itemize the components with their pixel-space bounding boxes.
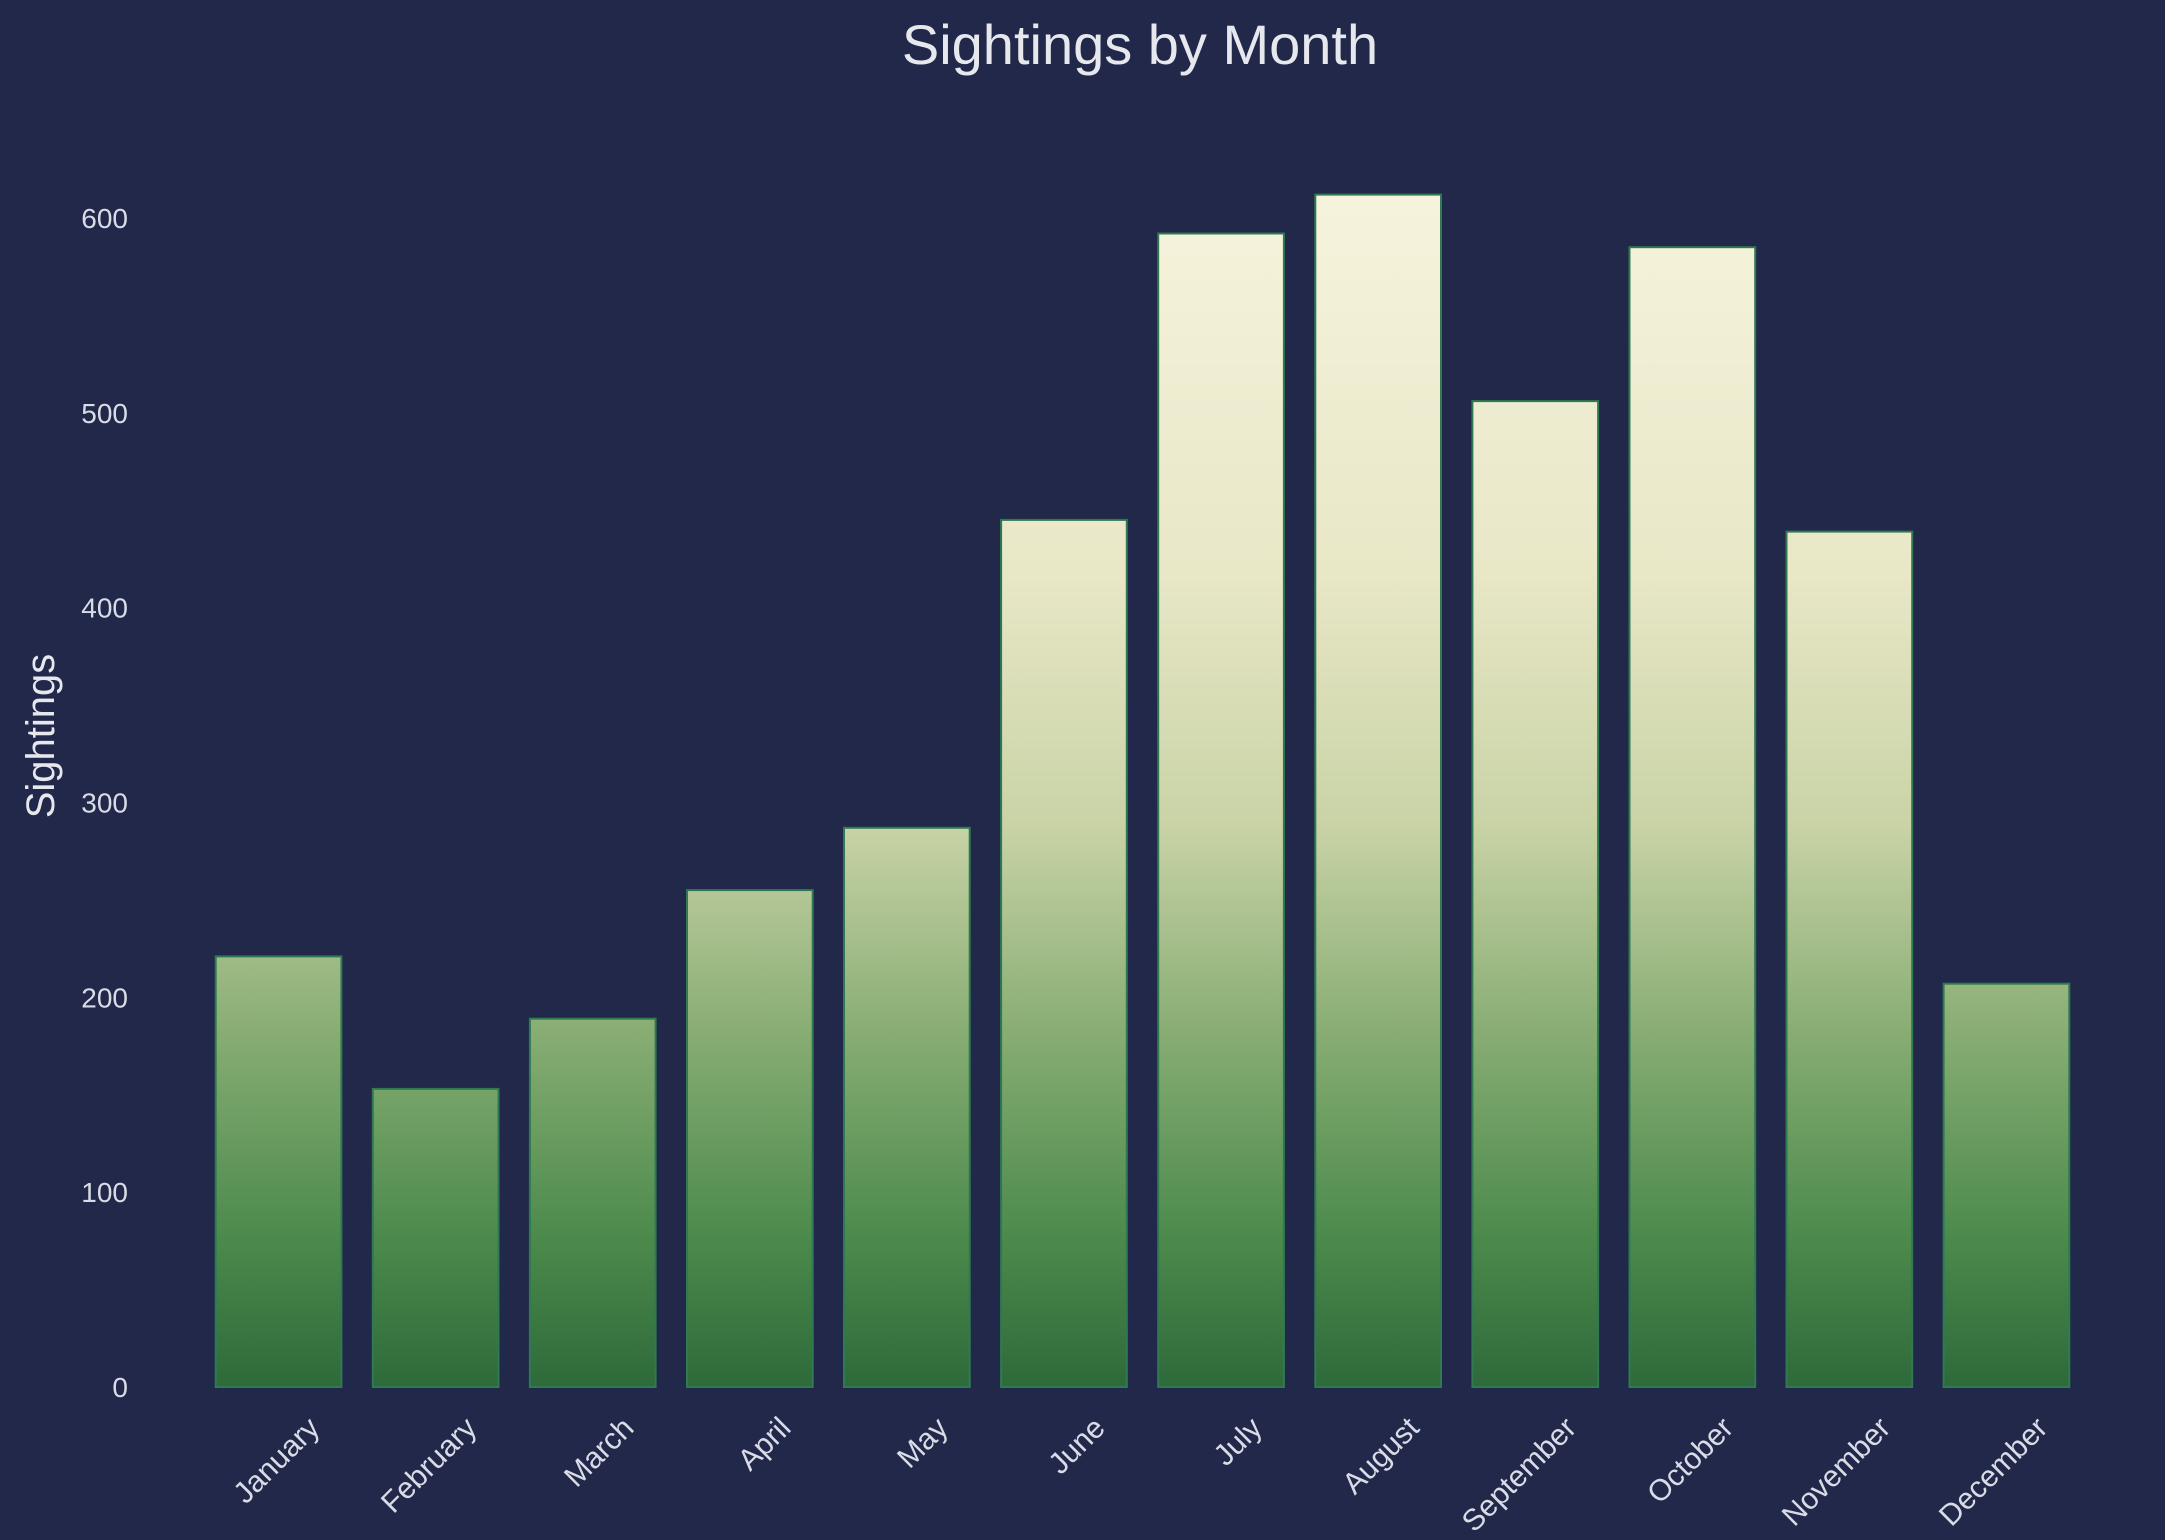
y-tick-label: 300	[81, 788, 128, 819]
x-tick-label: August	[1336, 1411, 1426, 1501]
y-tick-label: 400	[81, 593, 128, 624]
bar-january	[214, 955, 343, 1389]
x-tick-label: September	[1456, 1411, 1583, 1538]
y-axis-label: Sightings	[19, 654, 63, 819]
bar-june	[1000, 518, 1128, 1388]
bar-october	[1628, 246, 1757, 1389]
x-tick-label: January	[227, 1411, 326, 1510]
bar-march	[528, 1017, 657, 1388]
x-tick-label: December	[1933, 1411, 2054, 1532]
y-tick-label: 0	[112, 1372, 128, 1403]
y-tick-label: 200	[81, 982, 128, 1013]
bar-april	[686, 889, 814, 1388]
y-tick-label: 500	[81, 398, 128, 429]
x-tick-label: April	[732, 1411, 798, 1477]
bar-september	[1471, 400, 1600, 1389]
x-tick-label: March	[558, 1411, 640, 1493]
bar-july	[1157, 232, 1285, 1388]
chart-title: Sightings by Month	[902, 13, 1378, 76]
x-tick-label: July	[1208, 1411, 1269, 1472]
x-tick-label: October	[1641, 1411, 1740, 1510]
bar-december	[1942, 982, 2071, 1388]
bar-february	[371, 1087, 500, 1389]
bar-august	[1314, 193, 1443, 1389]
bar-may	[843, 826, 971, 1388]
bar-november	[1785, 530, 1914, 1388]
x-axis-ticks: January February March April May June July Augu…	[227, 1411, 2054, 1539]
x-tick-label: May	[891, 1411, 954, 1474]
x-tick-label: June	[1042, 1411, 1111, 1480]
x-tick-label: November	[1776, 1411, 1897, 1532]
y-tick-label: 100	[81, 1177, 128, 1208]
bars	[214, 193, 2071, 1389]
y-tick-label: 600	[81, 203, 128, 234]
y-axis-ticks: 0 100 200 300 400 500 600	[81, 203, 128, 1403]
x-tick-label: February	[375, 1411, 483, 1519]
